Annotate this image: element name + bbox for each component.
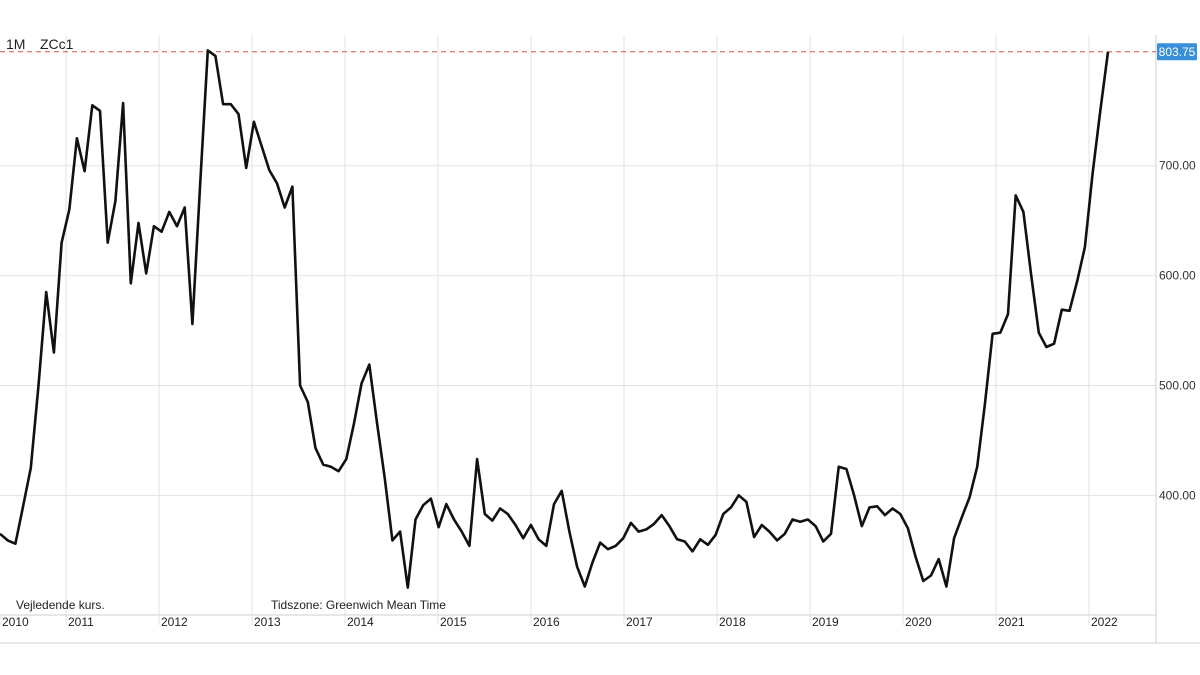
x-tick-label: 2016 [533,615,560,629]
x-tick-label: 2015 [440,615,467,629]
symbol-label: ZCc1 [40,36,74,52]
x-tick-label: 2011 [68,615,94,629]
x-tick-label: 2012 [161,615,188,629]
x-tick-label: 2017 [626,615,653,629]
x-tick-label: 2021 [998,615,1025,629]
x-tick-label: 2010 [2,615,29,629]
x-tick-label: 2018 [719,615,746,629]
indicative-note: Vejledende kurs. [16,598,105,612]
y-tick-label: 600.00 [1159,269,1196,283]
period-label: 1M [6,36,25,52]
x-tick-label: 2020 [905,615,932,629]
timezone-note: Tidszone: Greenwich Mean Time [271,598,446,612]
y-axis-ticks: 400.00 500.00 600.00 700.00 [1159,159,1196,503]
x-tick-label: 2019 [812,615,839,629]
series-line [0,49,1110,589]
axes [0,35,1200,644]
x-tick-label: 2022 [1091,615,1118,629]
grid-lines [0,35,1156,615]
x-axis-ticks: 2010 2011 2012 2013 2014 2015 2016 2017 2018 2019… [0,615,1118,629]
x-tick-label: 2013 [254,615,281,629]
y-tick-label: 500.00 [1159,378,1196,392]
x-tick-label: 2014 [347,615,374,629]
last-price-label: 803.75 [1159,45,1196,59]
last-price-badge-bg [1157,43,1197,61]
last-price-badge: 803.75 [1157,43,1197,61]
y-tick-label: 700.00 [1159,159,1196,173]
y-tick-label: 400.00 [1159,488,1196,502]
